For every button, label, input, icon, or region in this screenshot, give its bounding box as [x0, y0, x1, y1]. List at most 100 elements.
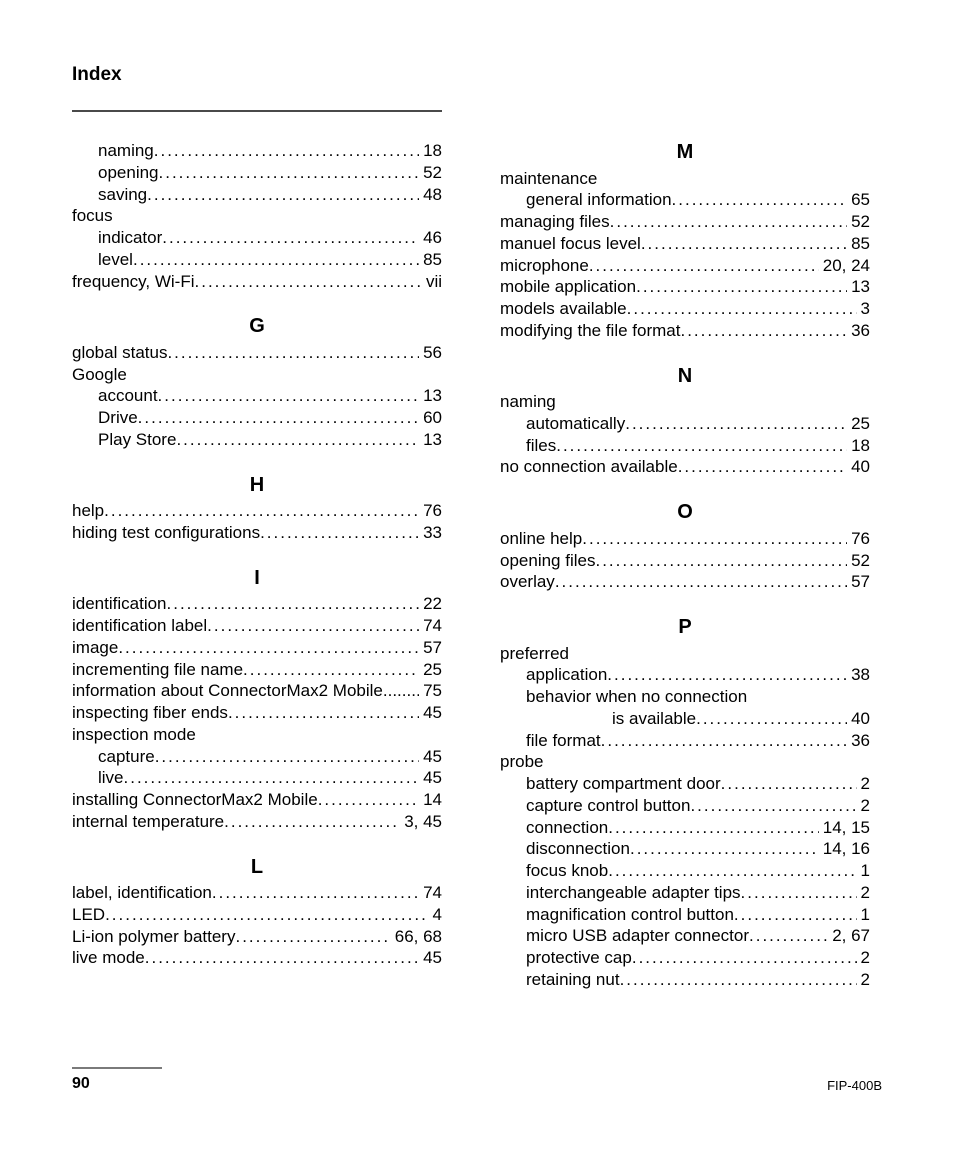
- index-page: 85: [419, 249, 442, 271]
- leader-dots: [608, 817, 819, 839]
- leader-dots: [582, 528, 847, 550]
- leader-dots: [636, 276, 847, 298]
- index-term: probe: [500, 751, 543, 773]
- leader-dots: [243, 659, 419, 681]
- index-page: 14, 16: [819, 838, 870, 860]
- index-entry: level 85: [72, 249, 442, 271]
- leader-dots: [672, 189, 848, 211]
- index-entry: live mode45: [72, 947, 442, 969]
- index-page: 14, 15: [819, 817, 870, 839]
- index-entry: naming18: [72, 140, 442, 162]
- leader-dots: [721, 773, 857, 795]
- index-entry: interchangeable adapter tips2: [500, 882, 870, 904]
- index-term: identification label: [72, 615, 207, 637]
- index-entry: hiding test configurations33: [72, 522, 442, 544]
- index-term: level: [98, 249, 133, 271]
- index-entry: account13: [72, 385, 442, 407]
- index-term: online help: [500, 528, 582, 550]
- footer: 90 FIP-400B: [72, 1075, 882, 1093]
- index-term: capture control button: [526, 795, 690, 817]
- index-page: 1: [857, 904, 870, 926]
- index-term: behavior when no connection: [526, 686, 747, 708]
- index-term: Li-ion polymer battery: [72, 926, 235, 948]
- index-term: managing files: [500, 211, 610, 233]
- doc-id: FIP-400B: [827, 1078, 882, 1093]
- index-term: inspection mode: [72, 724, 196, 746]
- index-term: files: [526, 435, 556, 457]
- leader-dots: [595, 550, 847, 572]
- index-page: 45: [419, 767, 442, 789]
- index-page: 56: [419, 342, 442, 364]
- index-term: help: [72, 500, 104, 522]
- header-rule: [72, 110, 442, 112]
- index-page: 18: [847, 435, 870, 457]
- leader-dots: [147, 184, 419, 206]
- index-term: label, identification: [72, 882, 212, 904]
- leader-dots: [555, 571, 847, 593]
- index-entry: saving48: [72, 184, 442, 206]
- index-term: mobile application: [500, 276, 636, 298]
- leader-dots: [632, 947, 857, 969]
- index-page: 40: [847, 456, 870, 478]
- index-entry: focus knob1: [500, 860, 870, 882]
- index-entry: online help76: [500, 528, 870, 550]
- index-term: Drive: [98, 407, 138, 429]
- index-page: 13: [419, 385, 442, 407]
- leader-dots: [228, 702, 419, 724]
- index-entry: managing files52: [500, 211, 870, 233]
- leader-dots: [383, 680, 419, 702]
- index-term: maintenance: [500, 168, 597, 190]
- leader-dots: [608, 860, 856, 882]
- index-term: automatically: [526, 413, 625, 435]
- index-term: indicator: [98, 227, 162, 249]
- index-entry: label, identification74: [72, 882, 442, 904]
- leader-dots: [678, 456, 847, 478]
- leader-dots: [124, 767, 420, 789]
- index-page: 14: [419, 789, 442, 811]
- leader-dots: [176, 429, 419, 451]
- index-term: modifying the file format: [500, 320, 680, 342]
- index-page: 3, 45: [400, 811, 442, 833]
- index-entry: magnification control button1: [500, 904, 870, 926]
- index-page: 52: [419, 162, 442, 184]
- index-page: 25: [419, 659, 442, 681]
- index-entry: Li-ion polymer battery 66, 68: [72, 926, 442, 948]
- index-term: live mode: [72, 947, 145, 969]
- index-term: general information: [526, 189, 672, 211]
- index-term: connection: [526, 817, 608, 839]
- index-term: manuel focus level: [500, 233, 641, 255]
- index-page: 38: [847, 664, 870, 686]
- index-entry: naming: [500, 391, 870, 413]
- leader-dots: [556, 435, 847, 457]
- index-term: incrementing file name: [72, 659, 243, 681]
- index-entry: automatically25: [500, 413, 870, 435]
- index-entry: opening 52: [72, 162, 442, 184]
- leader-dots: [224, 811, 400, 833]
- index-entry: live45: [72, 767, 442, 789]
- index-entry: is available40: [500, 708, 870, 730]
- leader-dots: [138, 407, 419, 429]
- leader-dots: [627, 298, 857, 320]
- index-page: 66, 68: [391, 926, 442, 948]
- index-entry: inspection mode: [72, 724, 442, 746]
- index-page: 74: [419, 615, 442, 637]
- index-term: capture: [98, 746, 155, 768]
- index-page: 20, 24: [819, 255, 870, 277]
- index-page: 22: [419, 593, 442, 615]
- index-columns: naming18opening52saving48focusindicator4…: [72, 140, 882, 991]
- leader-dots: [133, 249, 419, 271]
- leader-dots: [630, 838, 819, 860]
- leader-dots: [620, 969, 857, 991]
- index-entry: frequency, Wi-Fivii: [72, 271, 442, 293]
- index-page: 3: [857, 298, 870, 320]
- index-page: 2: [857, 969, 870, 991]
- footer-rule: [72, 1067, 162, 1069]
- index-page: 4: [429, 904, 442, 926]
- leader-dots: [625, 413, 847, 435]
- index-term: disconnection: [526, 838, 630, 860]
- index-page: 36: [847, 730, 870, 752]
- index-term: opening: [98, 162, 159, 184]
- index-entry: microphone20, 24: [500, 255, 870, 277]
- leader-dots: [696, 708, 847, 730]
- index-page: 60: [419, 407, 442, 429]
